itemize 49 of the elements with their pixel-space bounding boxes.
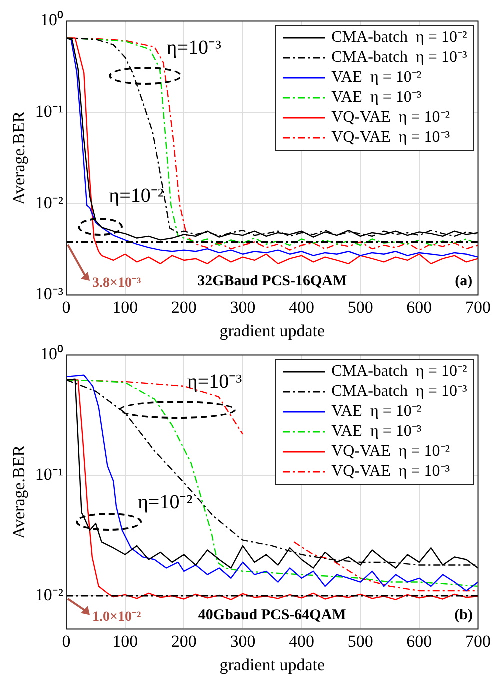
x-tick-label: 400 [289, 632, 315, 651]
legend-label: VAE η = 10⁻³ [332, 88, 422, 108]
ref-line-label: 1.0×10⁻² [92, 610, 142, 625]
legend-label: VQ-VAE η = 10⁻² [332, 108, 450, 128]
y-tick-label: 10⁻¹ [35, 465, 64, 484]
x-tick-label: 100 [112, 632, 138, 651]
x-tick-label: 500 [348, 632, 374, 651]
x-tick-label: 600 [406, 632, 432, 651]
annotation: 32GBaud PCS-16QAM [198, 273, 348, 290]
ref-line-label: 3.8×10⁻³ [92, 276, 142, 291]
annotation: η=10⁻² [109, 184, 164, 207]
x-tick-label: 300 [230, 632, 256, 651]
x-tick-label: 300 [230, 298, 256, 317]
y-tick-label: 10⁰ [40, 344, 64, 364]
y-tick-label: 10⁻² [35, 193, 64, 212]
x-tick-label: 200 [171, 298, 197, 317]
y-tick-label: 10⁻¹ [35, 102, 64, 121]
x-tick-label: 600 [406, 298, 432, 317]
legend-label: VQ-VAE η = 10⁻³ [332, 462, 450, 482]
x-tick-label: 500 [348, 298, 374, 317]
legend-label: VAE η = 10⁻² [332, 68, 422, 88]
annotation: (a) [455, 273, 473, 290]
x-axis-title: gradient update [220, 655, 326, 674]
legend-label: CMA-batch η = 10⁻² [332, 362, 468, 382]
x-tick-label: 0 [62, 298, 71, 317]
annotation: η=10⁻³ [166, 36, 222, 59]
y-axis-title: Average.BER [10, 110, 29, 206]
annotation: (b) [454, 607, 474, 624]
legend-label: VQ-VAE η = 10⁻³ [332, 128, 450, 148]
legend-label: CMA-batch η = 10⁻³ [332, 48, 468, 68]
y-tick-label: 10⁻² [35, 585, 64, 604]
legend-label: CMA-batch η = 10⁻³ [332, 382, 468, 402]
x-tick-label: 100 [112, 298, 138, 317]
legend-label: VAE η = 10⁻² [332, 402, 422, 422]
x-tick-label: 400 [289, 298, 315, 317]
y-axis-title: Average.BER [10, 444, 29, 540]
x-tick-label: 700 [466, 298, 491, 317]
y-tick-label: 10⁰ [40, 10, 64, 30]
annotation: 40Gbaud PCS-64QAM [198, 607, 346, 624]
x-tick-label: 700 [466, 632, 491, 651]
legend-label: CMA-batch η = 10⁻² [332, 28, 468, 48]
legend-label: VQ-VAE η = 10⁻² [332, 442, 450, 462]
annotation: η=10⁻² [138, 491, 193, 514]
y-tick-label: 10⁻³ [35, 284, 64, 304]
x-axis-title: gradient update [220, 321, 326, 340]
x-tick-label: 0 [62, 632, 71, 651]
annotation: η=10⁻³ [187, 370, 242, 393]
legend-label: VAE η = 10⁻³ [332, 422, 422, 442]
x-tick-label: 200 [171, 632, 197, 651]
